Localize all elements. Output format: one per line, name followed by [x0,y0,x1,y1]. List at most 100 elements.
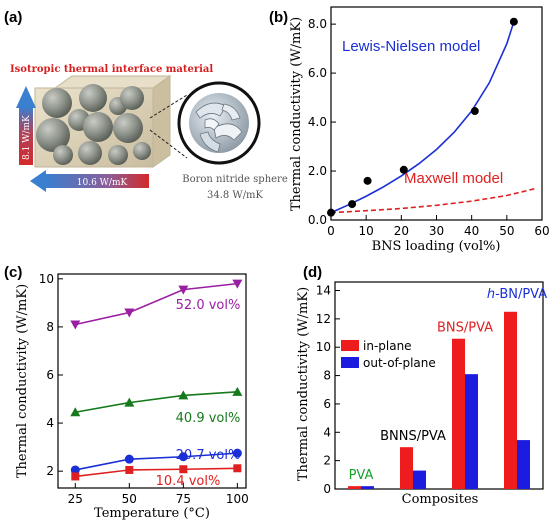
panel-b-x-tick-label: 30 [429,224,444,238]
legend-swatch-in-plane [341,340,359,351]
panel-d: (d) 0 2 4 6 8 10 12 14 PVA BNNS/PVA BNS/PVA h-BN/P… [296,264,547,507]
lewis-nielsen-curve [330,21,515,214]
panel-b-y-tick-label: 6.0 [308,66,327,80]
panel-d-frame [334,281,544,490]
series-label: 52.0 vol% [176,298,241,313]
series-3: 10.4 vol% [71,464,242,489]
panel-c-y-tick-label: 10 [39,272,54,286]
horizontal-arrow-value: 10.6 W/mK [77,178,128,188]
series-line [75,452,238,471]
series-marker [232,448,242,458]
panel-a-label: (a) [4,9,22,26]
category-label: BNNS/PVA [380,429,446,444]
panel-d-label: (d) [303,264,322,281]
panel-c-series: 52.0 vol% 40.9 vol% 20.7 vol% 10.4 vol% [70,279,243,489]
panel-d-y-label: Thermal conductivity (W/mK) [296,287,311,481]
sphere-value: 34.8 W/mK [207,190,264,201]
series-marker [178,452,188,462]
panel-c-x-tick-label: 100 [226,492,249,506]
panel-b-y-axis: 0.0 2.0 4.0 6.0 8.0 [308,17,336,227]
bar-in-plane [348,486,361,489]
panel-d-bars [348,311,530,489]
data-point [348,200,357,209]
series-marker [178,390,189,400]
zoom-line [149,129,188,159]
panel-c: (c) 2 4 6 8 10 25 50 75 100 52.0 vol% 40.9 vol% 2… [4,264,249,521]
panel-b-y-tick-label: 0.0 [308,213,327,227]
legend-swatch-out-of-plane [341,357,359,368]
material-title: Isotropic thermal interface material [10,64,213,75]
panel-b-x-tick-label: 40 [464,224,479,238]
panel-d-x-label: Composites [402,492,479,507]
series-line [75,391,238,414]
data-point [363,176,372,185]
bar-out-of-plane [413,470,426,489]
horizontal-arrow: 10.6 W/mK [30,170,149,192]
legend-label-out-of-plane: out-of-plane [363,356,436,370]
panel-c-y-axis: 2 4 6 8 10 [39,272,63,478]
panel-d-y-axis: 0 2 4 6 8 10 12 14 [316,284,340,496]
data-point [399,165,408,174]
boron-nitride-sphere [177,81,261,165]
panel-d-y-tick-label: 6 [323,397,331,411]
panel-c-x-tick-label: 50 [122,492,137,506]
series-0: 52.0 vol% [70,279,243,330]
panel-c-y-tick-label: 2 [46,464,54,478]
panel-b-label: (b) [269,9,288,26]
panel-a: (a) Isotropic thermal interface material [4,9,288,201]
panel-d-y-tick-label: 0 [323,482,331,496]
series-marker [178,285,189,295]
panel-b-x-tick-label: 0 [327,224,335,238]
bar-out-of-plane [517,440,530,489]
data-point [509,17,518,26]
series-line [75,467,238,478]
panel-d-y-tick-label: 14 [316,284,331,298]
panel-c-y-label: Thermal conductivity (W/mK) [15,284,30,478]
maxwell-curve [330,187,536,214]
series-marker [124,454,134,464]
series-label: 40.9 vol% [176,411,241,426]
panel-b-x-tick-label: 50 [499,224,514,238]
category-label: h-BN/PVA [487,287,547,302]
panel-c-x-tick-label: 25 [68,492,83,506]
panel-c-label: (c) [4,264,22,281]
data-point [470,107,479,116]
series-marker [70,320,81,330]
sphere-name: Boron nitride sphere [182,174,288,185]
zoom-line [149,94,188,119]
series-marker [70,407,81,417]
panel-d-y-tick-label: 8 [323,369,331,383]
panel-d-y-tick-label: 4 [323,425,331,439]
panel-c-frame [57,273,247,489]
panel-b-y-tick-label: 2.0 [308,164,327,178]
lewis-nielsen-label: Lewis-Nielsen model [342,38,480,55]
series-marker [125,465,134,474]
panel-c-y-tick-label: 8 [46,320,54,334]
series-1: 40.9 vol% [70,386,243,426]
vertical-arrow: 8.1 W/mK [16,86,36,165]
panel-b-x-axis: 0 10 20 30 40 50 60 [327,215,550,238]
panel-b-y-tick-label: 4.0 [308,115,327,129]
panel-b-data-points [327,17,518,217]
bar-out-of-plane [361,486,374,489]
series-marker [232,279,243,289]
series-label: 20.7 vol% [176,448,241,463]
material-block [34,75,172,168]
series-marker [71,472,80,481]
series-marker [124,308,135,318]
series-line [75,282,238,326]
bar-in-plane [400,447,413,489]
panel-d-y-tick-label: 12 [316,312,331,326]
maxwell-label: Maxwell model [404,170,503,187]
bar-out-of-plane [465,374,478,489]
legend-label-in-plane: in-plane [363,339,412,353]
panel-c-y-tick-label: 4 [46,416,54,430]
data-point [327,208,335,217]
panel-c-y-tick-label: 6 [46,368,54,382]
series-marker [179,465,188,474]
bar-in-plane [504,311,517,489]
series-marker [124,397,135,407]
panel-c-x-axis: 25 50 75 100 [68,483,249,506]
series-marker [232,386,243,396]
